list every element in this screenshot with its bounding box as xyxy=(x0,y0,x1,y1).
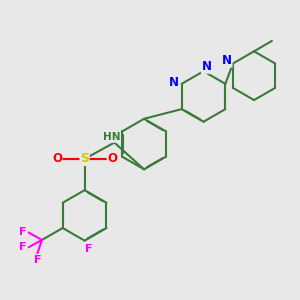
Text: S: S xyxy=(80,152,89,165)
Text: F: F xyxy=(85,244,93,254)
Text: F: F xyxy=(20,242,27,252)
Text: N: N xyxy=(222,54,232,67)
Text: O: O xyxy=(107,152,117,165)
Text: F: F xyxy=(34,255,41,265)
Text: N: N xyxy=(169,76,179,89)
Text: F: F xyxy=(20,227,27,238)
Text: HN: HN xyxy=(103,132,120,142)
Text: O: O xyxy=(52,152,62,165)
Text: N: N xyxy=(202,60,212,73)
